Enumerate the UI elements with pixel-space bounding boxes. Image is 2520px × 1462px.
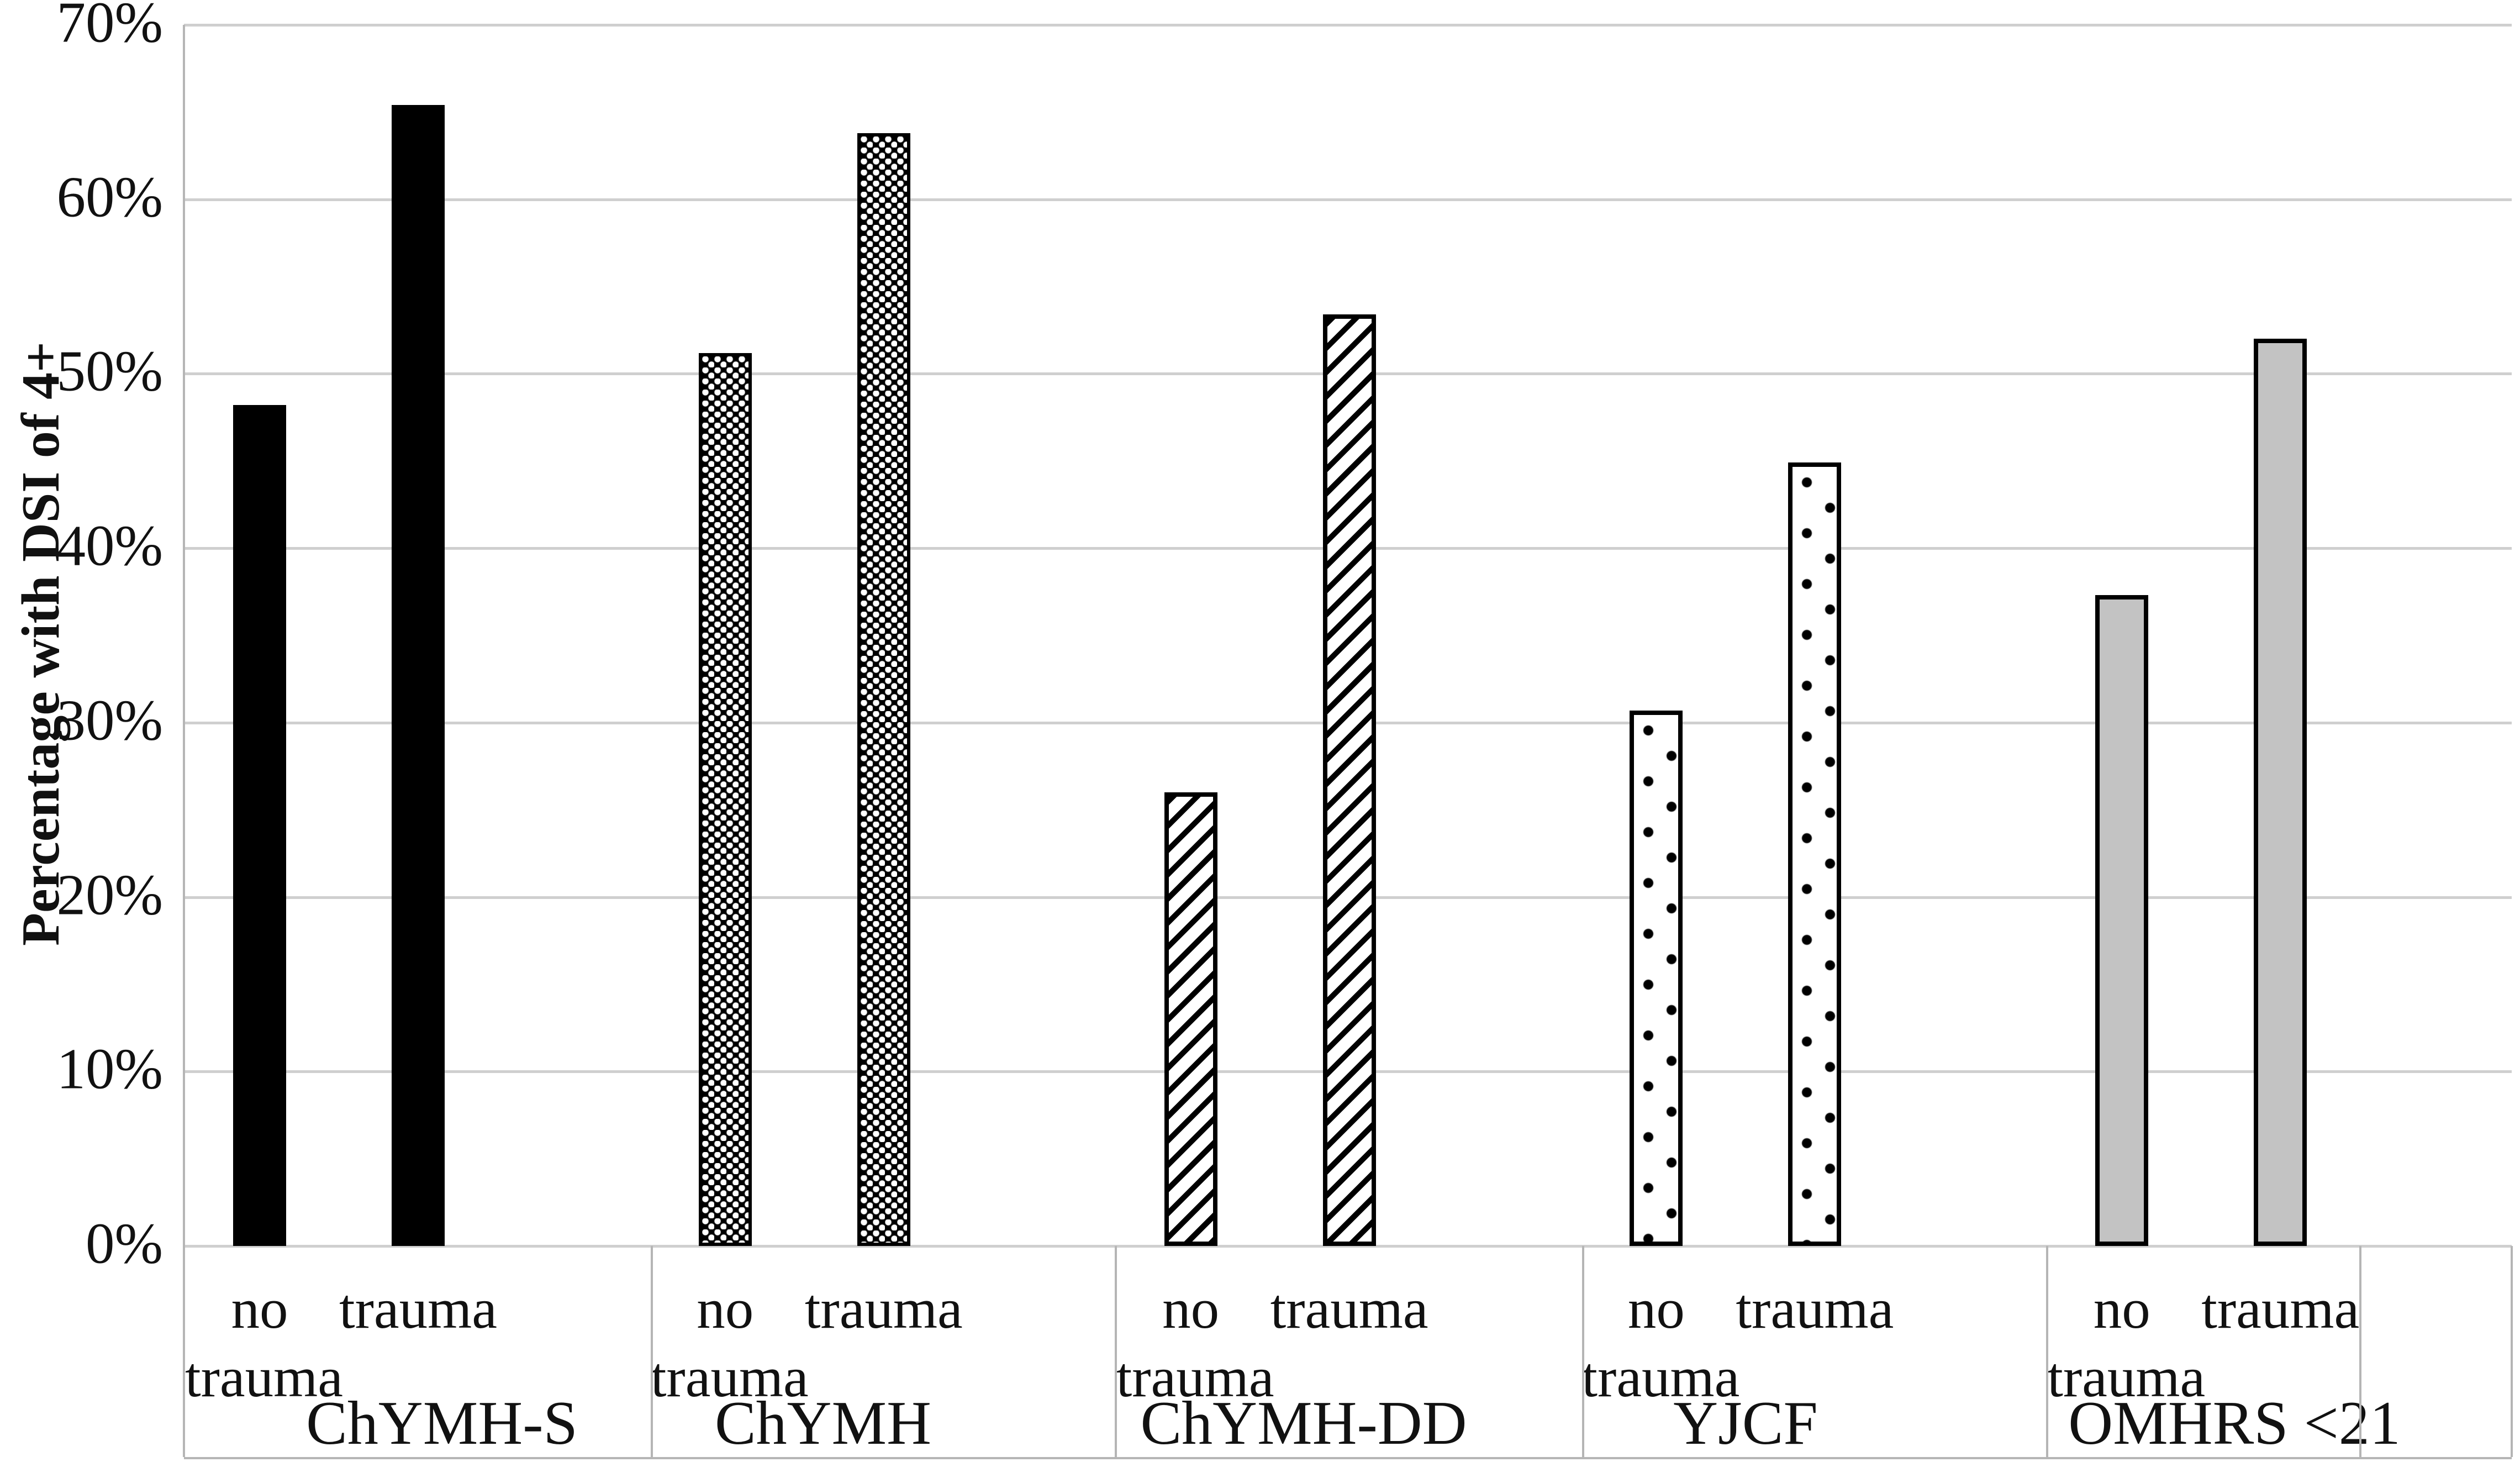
category-separator-4: [2046, 1246, 2048, 1457]
x-label-chymh-trauma: trauma: [804, 1277, 963, 1340]
gridline-60: [184, 198, 2512, 201]
x-label-yjcf-no-trauma-line2: trauma: [1581, 1346, 1740, 1409]
bar-chymh-trauma: [857, 133, 910, 1246]
x-label-chymh-s-trauma: trauma: [339, 1277, 497, 1340]
y-axis-line: [183, 25, 185, 1457]
category-box-bottom-edge: [184, 1457, 2512, 1459]
category-label-omhrs-21: OMHRS <21: [2068, 1389, 2401, 1458]
x-label-yjcf-no-trauma-line1: no: [1627, 1277, 1685, 1340]
x-label-chymh-no-trauma-line1: no: [697, 1277, 754, 1340]
y-tick-50: 50%: [56, 339, 163, 404]
gridline-70: [184, 24, 2512, 27]
bar-chymh-dd-no-trauma: [1164, 792, 1217, 1246]
category-separator-2: [1115, 1246, 1117, 1457]
bar-omhrs-21-no-trauma: [2095, 595, 2149, 1246]
category-label-chymh-s: ChYMH-S: [306, 1389, 578, 1458]
category-separator-5: [2359, 1246, 2361, 1457]
x-label-omhrs-21-no-trauma-line2: trauma: [2047, 1346, 2206, 1409]
y-axis-title: Percentage with DSI of 4+: [11, 341, 71, 946]
x-label-chymh-dd-no-trauma-line2: trauma: [1116, 1346, 1274, 1409]
x-label-omhrs-21-trauma: trauma: [2201, 1277, 2360, 1340]
bar-chymh-s-no-trauma: [233, 405, 286, 1246]
y-tick-0: 0%: [86, 1211, 163, 1276]
category-separator-1: [651, 1246, 653, 1457]
x-label-chymh-no-trauma-line2: trauma: [650, 1346, 809, 1409]
bar-chymh-s-trauma: [392, 105, 445, 1246]
y-tick-40: 40%: [56, 513, 163, 578]
bar-omhrs-21-trauma: [2254, 339, 2307, 1246]
y-tick-30: 30%: [56, 687, 163, 753]
category-label-yjcf: YJCF: [1673, 1389, 1818, 1458]
x-label-chymh-dd-trauma: trauma: [1270, 1277, 1428, 1340]
y-tick-10: 10%: [56, 1036, 163, 1101]
x-label-yjcf-trauma: trauma: [1736, 1277, 1894, 1340]
bar-yjcf-no-trauma: [1630, 711, 1683, 1246]
category-label-chymh: ChYMH: [714, 1389, 932, 1458]
y-tick-70: 70%: [56, 0, 163, 55]
gridline-0: [184, 1245, 2512, 1248]
category-label-chymh-dd: ChYMH-DD: [1140, 1389, 1467, 1458]
y-tick-60: 60%: [56, 164, 163, 229]
x-label-chymh-s-no-trauma-line2: trauma: [185, 1346, 343, 1409]
category-box-right-edge: [2511, 1246, 2513, 1457]
bar-yjcf-trauma: [1788, 462, 1842, 1246]
y-tick-20: 20%: [56, 862, 163, 927]
bar-chymh-dd-trauma: [1322, 314, 1376, 1246]
x-label-omhrs-21-no-trauma-line1: no: [2093, 1277, 2150, 1340]
category-separator-3: [1582, 1246, 1584, 1457]
x-label-chymh-s-no-trauma-line1: no: [231, 1277, 288, 1340]
bar-chymh-no-trauma: [698, 353, 752, 1246]
x-label-chymh-dd-no-trauma-line1: no: [1162, 1277, 1220, 1340]
